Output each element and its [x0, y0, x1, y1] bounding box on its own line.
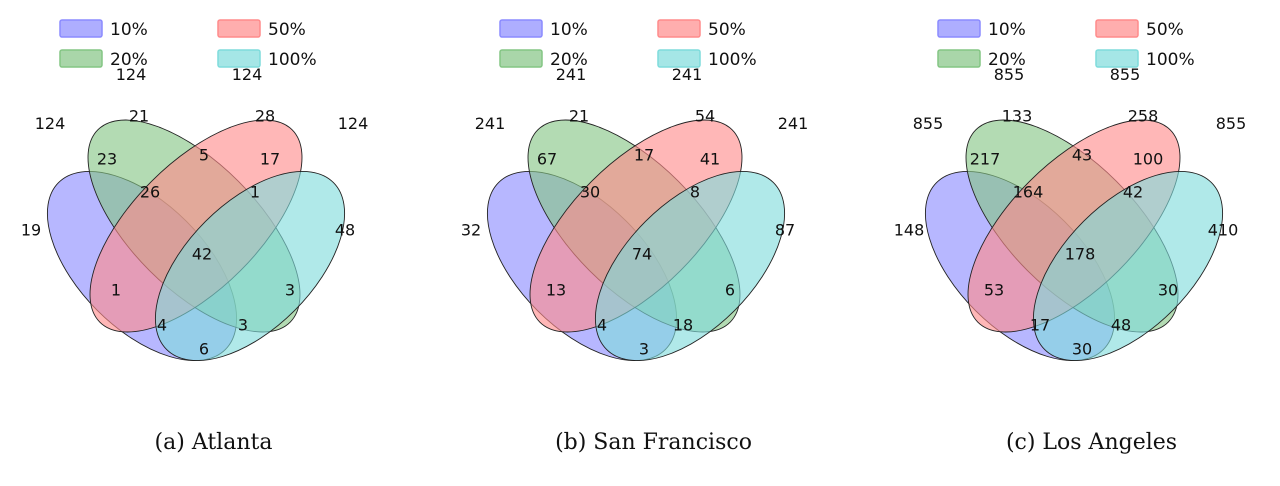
region-count: 4	[157, 316, 167, 335]
legend-swatch	[1095, 49, 1139, 68]
legend-swatch	[499, 49, 543, 68]
region-count: 5	[199, 146, 209, 165]
set-total-label: 124	[338, 114, 369, 133]
legend-label: 50%	[708, 20, 746, 40]
legend-swatch	[59, 19, 103, 38]
region-count: 41	[700, 150, 720, 169]
legend-label: 100%	[268, 50, 317, 70]
caption-san-francisco: (b) San Francisco	[555, 430, 752, 455]
region-count: 18	[673, 316, 693, 335]
region-count: 1	[250, 183, 260, 202]
region-count: 13	[546, 281, 566, 300]
legend-swatch	[59, 49, 103, 68]
region-count: 48	[1111, 316, 1131, 335]
set-total-label: 241	[778, 114, 809, 133]
venn-panel-los-angeles: 10% 50% 20% 100% 855 855 855 855 148 133 258 410 217…	[878, 0, 1280, 486]
region-count: 26	[140, 183, 160, 202]
region-count: 30	[1158, 281, 1178, 300]
set-total-label: 855	[994, 65, 1025, 84]
region-count: 17	[260, 150, 280, 169]
legend-label: 10%	[550, 20, 588, 40]
legend-label: 50%	[268, 20, 306, 40]
region-count: 87	[775, 221, 795, 240]
legend-swatch	[1095, 19, 1139, 38]
region-count: 3	[285, 281, 295, 300]
legend-swatch	[217, 49, 261, 68]
region-count: 19	[21, 221, 41, 240]
region-count: 30	[580, 183, 600, 202]
region-count: 3	[238, 316, 248, 335]
legend-label: 10%	[988, 20, 1026, 40]
caption-atlanta: (a) Atlanta	[154, 430, 273, 455]
region-count: 178	[1065, 245, 1096, 264]
region-count: 53	[984, 281, 1004, 300]
legend-label: 100%	[1146, 50, 1195, 70]
set-total-label: 855	[1216, 114, 1247, 133]
region-count: 6	[199, 340, 209, 359]
region-count: 17	[1030, 316, 1050, 335]
legend-swatch	[937, 49, 981, 68]
venn-diagram-atlanta: 10% 50% 20% 100% 124 124 124 124 19 21 28 48 23 5 17 26…	[21, 19, 369, 362]
region-count: 8	[690, 183, 700, 202]
legend-swatch	[499, 19, 543, 38]
region-count: 48	[335, 221, 355, 240]
region-count: 30	[1072, 340, 1092, 359]
region-count: 42	[1123, 183, 1143, 202]
region-count: 258	[1128, 107, 1159, 126]
region-count: 21	[129, 107, 149, 126]
region-count: 4	[597, 316, 607, 335]
region-count: 54	[695, 107, 715, 126]
region-count: 21	[569, 107, 589, 126]
set-total-label: 241	[475, 114, 506, 133]
region-count: 100	[1133, 150, 1164, 169]
venn-diagram-los-angeles: 10% 50% 20% 100% 855 855 855 855 148 133 258 410 217…	[894, 19, 1247, 362]
legend-swatch	[217, 19, 261, 38]
region-count: 23	[97, 150, 117, 169]
set-total-label: 124	[35, 114, 66, 133]
region-count: 28	[255, 107, 275, 126]
region-count: 217	[970, 150, 1001, 169]
legend-swatch	[657, 19, 701, 38]
legend-label: 100%	[708, 50, 757, 70]
set-total-label: 855	[1110, 65, 1141, 84]
region-count: 67	[537, 150, 557, 169]
caption-los-angeles: (c) Los Angeles	[1005, 430, 1178, 455]
set-total-label: 124	[232, 65, 263, 84]
legend-label: 10%	[110, 20, 148, 40]
region-count: 17	[634, 146, 654, 165]
venn-panel-atlanta: 10% 50% 20% 100% 124 124 124 124 19 21 28 48 23 5 17 26…	[0, 0, 427, 486]
legend-label: 20%	[988, 50, 1026, 70]
region-count: 1	[111, 281, 121, 300]
region-count: 43	[1072, 146, 1092, 165]
set-total-label: 124	[116, 65, 147, 84]
region-count: 148	[894, 221, 925, 240]
set-total-label: 241	[556, 65, 587, 84]
region-count: 42	[192, 245, 212, 264]
venn-ellipse-set-100	[154, 170, 346, 362]
legend-swatch	[937, 19, 981, 38]
region-count: 32	[461, 221, 481, 240]
legend-label: 20%	[110, 50, 148, 70]
region-count: 164	[1013, 183, 1044, 202]
venn-ellipse-set-100	[594, 170, 786, 362]
legend-label: 50%	[1146, 20, 1184, 40]
region-count: 3	[639, 340, 649, 359]
region-count: 6	[725, 281, 735, 300]
region-count: 133	[1002, 107, 1033, 126]
set-total-label: 855	[913, 114, 944, 133]
legend-label: 20%	[550, 50, 588, 70]
region-count: 74	[632, 245, 652, 264]
venn-ellipse-set-100	[1032, 170, 1224, 362]
legend-swatch	[657, 49, 701, 68]
set-total-label: 241	[672, 65, 703, 84]
venn-panel-san-francisco: 10% 50% 20% 100% 241 241 241 241 32 21 54 87 67 17 41 3…	[440, 0, 867, 486]
region-count: 410	[1208, 221, 1239, 240]
